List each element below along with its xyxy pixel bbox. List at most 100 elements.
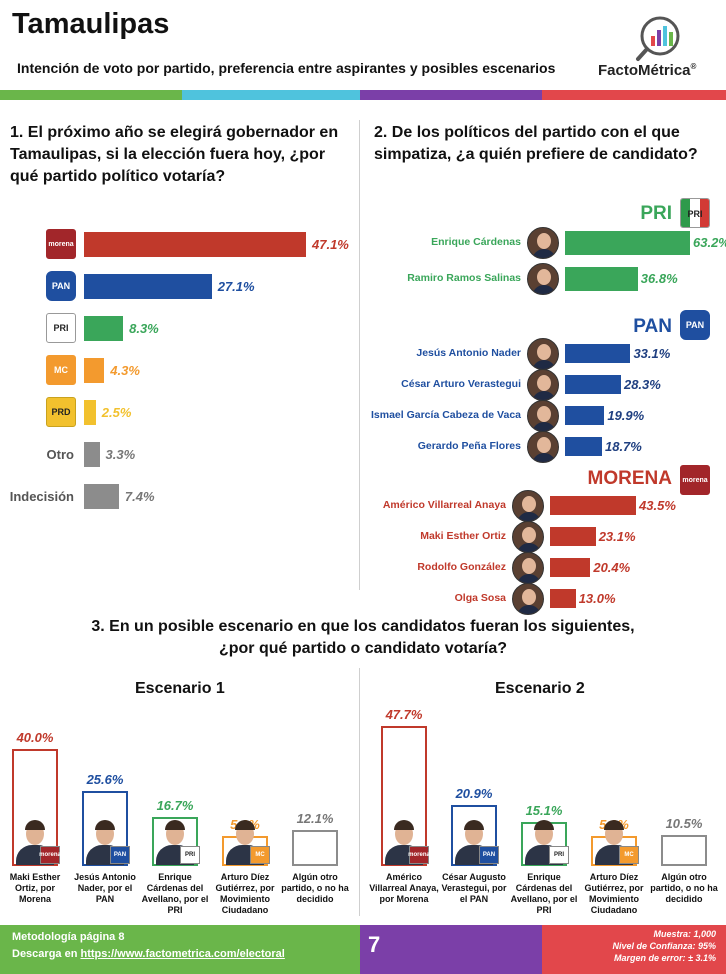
factometrica-logo: FactoMétrica®: [598, 12, 716, 84]
candidate-name: Maki Esther Ortiz: [420, 529, 506, 542]
candidate-photo: [512, 489, 544, 522]
scenario-2-column: [661, 835, 707, 866]
candidate-bar: [550, 558, 591, 577]
candidate-value: 33.1%: [633, 345, 671, 361]
scenario-1-column: [292, 830, 338, 866]
bar-mc: [84, 358, 105, 383]
photo-hair: [235, 820, 255, 830]
candidate-photo: [512, 582, 544, 615]
methodology-note: Metodología página 8: [12, 931, 125, 943]
magnifier-chart-icon: [636, 16, 680, 61]
morena-mini-icon: morena: [408, 846, 430, 864]
pri-party-icon: PRI: [46, 313, 76, 343]
download-link[interactable]: https://www.factometrica.com/electoral: [80, 948, 285, 960]
scenario-1-label: Arturo Díez Gutiérrez, por Movimiento Ci…: [215, 872, 275, 915]
scenario-2-label: César Augusto Verastegui, por el PAN: [441, 872, 507, 904]
photo-hair: [95, 820, 115, 830]
photo-hair: [394, 820, 414, 830]
page-number: 7: [368, 932, 381, 957]
sample-size: Muestra: 1,000: [653, 929, 716, 939]
candidate-name: Ramiro Ramos Salinas: [407, 272, 521, 284]
value-label: 47.1%: [312, 237, 349, 252]
candidate-value: 36.8%: [640, 271, 678, 286]
color-stripe-cyan: [182, 90, 360, 100]
footer-right: [542, 925, 726, 974]
candidate-bar: [550, 589, 576, 608]
mc-party-icon: MC: [46, 355, 76, 385]
candidate-value: 13.0%: [578, 590, 616, 606]
bar-pan: [84, 274, 212, 299]
photo-hair: [464, 820, 484, 830]
scenario-1-value: 12.1%: [296, 811, 334, 827]
candidate-photo: [527, 368, 559, 401]
candidate-value: 19.9%: [607, 407, 645, 423]
candidate-name: Enrique Cárdenas: [431, 236, 521, 248]
value-label: 7.4%: [124, 489, 155, 504]
candidate-value: 20.4%: [593, 559, 631, 575]
candidate-name: César Arturo Verastegui: [401, 377, 521, 390]
candidate-photo: [512, 551, 544, 584]
bar-prd: [84, 400, 96, 425]
bar-otro: [84, 442, 100, 467]
candidate-photo: [527, 399, 559, 432]
scenario-1-label: Maki Esther Ortiz, por Morena: [9, 872, 61, 904]
color-stripe-green: [0, 90, 182, 100]
scenario-2-label: Arturo Díez Gutiérrez, por Movimiento Ci…: [584, 872, 644, 915]
candidate-photo: [527, 263, 559, 295]
candidate-photo: [527, 227, 559, 259]
bar-morena: [84, 232, 306, 257]
candidate-name: Rodolfo González: [417, 560, 506, 573]
candidate-photo: [527, 430, 559, 463]
candidate-bar: [565, 437, 602, 456]
candidate-value: 43.5%: [639, 497, 676, 513]
question-3-line-1: 3. En un posible escenario en que los ca…: [91, 618, 635, 635]
pan-party-icon: PAN: [46, 271, 76, 301]
candidate-bar: [550, 527, 596, 546]
candidate-bar: [565, 375, 621, 394]
candidate-name: Jesús Antonio Nader: [416, 346, 521, 359]
brand-name: FactoMétrica: [598, 62, 691, 79]
pri-logo-icon: PRI: [680, 198, 710, 228]
candidate-bar: [565, 267, 638, 291]
pan-logo-icon: PAN: [680, 310, 710, 340]
pri-mini-icon: PRI: [180, 846, 200, 864]
scenario-divider: [359, 668, 360, 916]
bar-pri: [84, 316, 124, 341]
candidate-value: 18.7%: [604, 438, 642, 454]
mc-mini-icon: MC: [619, 846, 639, 864]
candidate-value: 28.3%: [623, 376, 661, 392]
download-prefix: Descarga en: [12, 948, 81, 960]
candidate-photo: [512, 520, 544, 553]
question-1: 1. El próximo año se elegirá gobernador …: [10, 124, 339, 185]
scenario-2-label: Américo Villarreal Anaya, por Morena: [369, 872, 439, 904]
bar-indecisión: [84, 484, 119, 509]
page-title: Tamaulipas: [12, 8, 170, 40]
candidate-bar: [550, 496, 637, 515]
pan-mini-icon: PAN: [479, 846, 499, 864]
candidate-bar: [565, 406, 605, 425]
category-label: Otro: [46, 447, 74, 462]
pri-logo-text: PRI: [687, 209, 702, 219]
color-stripe-red: [542, 90, 726, 100]
value-label: 8.3%: [129, 321, 159, 336]
category-label: Indecisión: [9, 489, 74, 504]
scenario-2-value: 10.5%: [665, 816, 703, 832]
scenario-1-label: Jesús Antonio Nader, por el PAN: [74, 872, 136, 904]
scenario-2-value: 20.9%: [455, 785, 493, 801]
candidate-name: Ismael García Cabeza de Vaca: [370, 408, 521, 421]
scenario-1-label: Algún otro partido, o no ha decidido: [281, 872, 349, 904]
value-label: 4.3%: [110, 363, 140, 378]
value-label: 3.3%: [105, 447, 136, 462]
candidate-name: Olga Sosa: [454, 591, 506, 604]
color-stripe-purple: [360, 90, 542, 100]
scenario-1-value: 16.7%: [156, 797, 194, 813]
morena-logo-icon: morena: [680, 465, 710, 495]
prd-party-icon: PRD: [46, 397, 76, 427]
margin-of-error: Margen de error: ± 3.1%: [614, 953, 716, 963]
candidate-name: Gerardo Peña Flores: [417, 439, 521, 452]
candidate-value: 63.2%: [693, 235, 726, 250]
scenario-1-value: 40.0%: [16, 729, 54, 745]
mc-mini-icon: MC: [250, 846, 270, 864]
page-subtitle: Intención de voto por partido, preferenc…: [17, 60, 556, 76]
question-2: 2. De los políticos del partido con el q…: [374, 124, 698, 163]
